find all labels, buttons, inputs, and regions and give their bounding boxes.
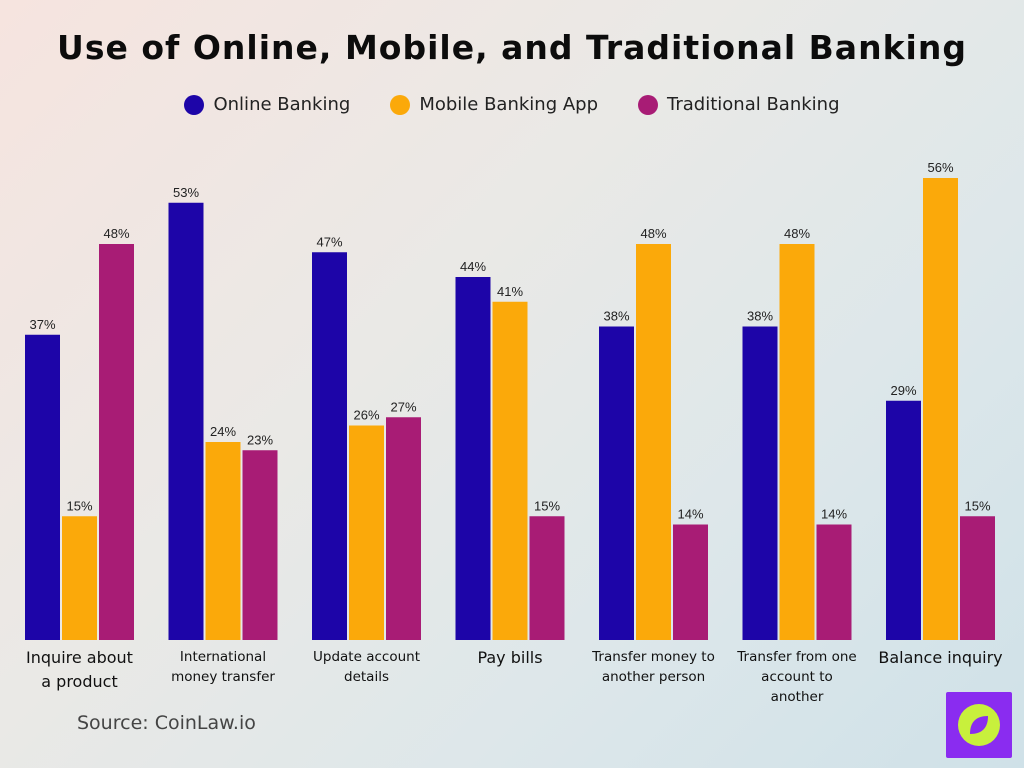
bar-online-banking-5 — [742, 326, 778, 640]
data-label-traditional-banking-5: 14% — [821, 507, 847, 522]
data-label-mobile-banking-app-0: 15% — [66, 498, 92, 513]
data-label-traditional-banking-6: 15% — [964, 498, 990, 513]
data-label-online-banking-1: 53% — [173, 185, 199, 200]
bar-traditional-banking-5 — [816, 524, 852, 640]
bar-mobile-banking-app-1 — [205, 442, 241, 640]
legend-swatch-online — [184, 94, 205, 115]
legend-item-traditional: Traditional Banking — [638, 94, 840, 115]
category-label-5: Transfer from one account to another — [736, 649, 856, 705]
bar-online-banking-0 — [25, 334, 60, 640]
bar-traditional-banking-0 — [99, 244, 134, 640]
bar-traditional-banking-4 — [673, 524, 708, 640]
bar-mobile-banking-app-6 — [923, 178, 958, 640]
data-label-mobile-banking-app-2: 26% — [353, 408, 379, 423]
legend-label-online: Online Banking — [213, 94, 351, 115]
data-label-mobile-banking-app-5: 48% — [784, 226, 810, 241]
data-label-traditional-banking-0: 48% — [103, 226, 129, 241]
data-label-online-banking-0: 37% — [29, 317, 55, 332]
bar-mobile-banking-app-4 — [636, 244, 671, 640]
legend-item-mobile: Mobile Banking App — [390, 94, 598, 115]
bar-online-banking-4 — [599, 326, 634, 640]
category-label-1: International money transfer — [171, 649, 275, 685]
bar-mobile-banking-app-5 — [779, 244, 815, 640]
legend-label-mobile: Mobile Banking App — [419, 94, 599, 115]
data-label-online-banking-4: 38% — [603, 309, 629, 324]
category-label-0: Inquire about a product — [26, 648, 133, 691]
bar-mobile-banking-app-3 — [492, 301, 528, 640]
brand-logo — [946, 692, 1012, 758]
legend: Online Banking Mobile Banking App Tradit… — [0, 94, 1024, 115]
compass-leaf-icon — [958, 704, 1000, 746]
category-label-6: Balance inquiry — [878, 648, 1002, 667]
category-label-3: Pay bills — [477, 648, 542, 667]
data-label-online-banking-5: 38% — [747, 309, 773, 324]
bar-traditional-banking-6 — [960, 516, 995, 640]
category-label-2: Update account details — [313, 649, 420, 685]
chart-title: Use of Online, Mobile, and Traditional B… — [57, 28, 967, 67]
bar-traditional-banking-2 — [386, 417, 421, 640]
legend-swatch-mobile — [390, 94, 411, 115]
bar-online-banking-2 — [312, 252, 347, 640]
category-label-4: Transfer money to another person — [591, 649, 715, 685]
bar-traditional-banking-1 — [242, 450, 278, 640]
bar-online-banking-1 — [168, 202, 204, 640]
data-label-traditional-banking-4: 14% — [677, 507, 703, 522]
source-note: Source: CoinLaw.io — [77, 712, 256, 734]
bar-traditional-banking-3 — [529, 516, 565, 640]
bar-mobile-banking-app-2 — [349, 425, 384, 640]
data-label-traditional-banking-2: 27% — [390, 399, 416, 414]
data-label-traditional-banking-1: 23% — [247, 432, 273, 447]
bar-mobile-banking-app-0 — [62, 516, 97, 640]
data-label-online-banking-6: 29% — [890, 383, 916, 398]
legend-swatch-traditional — [638, 94, 659, 115]
data-label-online-banking-3: 44% — [460, 259, 486, 274]
data-label-mobile-banking-app-3: 41% — [497, 284, 523, 299]
data-label-mobile-banking-app-6: 56% — [927, 160, 953, 175]
data-label-mobile-banking-app-4: 48% — [640, 226, 666, 241]
data-label-online-banking-2: 47% — [316, 234, 342, 249]
bar-online-banking-6 — [886, 400, 921, 640]
legend-label-traditional: Traditional Banking — [667, 94, 840, 115]
bar-online-banking-3 — [455, 277, 491, 640]
data-label-traditional-banking-3: 15% — [534, 498, 560, 513]
data-label-mobile-banking-app-1: 24% — [210, 424, 236, 439]
legend-item-online: Online Banking — [184, 94, 350, 115]
